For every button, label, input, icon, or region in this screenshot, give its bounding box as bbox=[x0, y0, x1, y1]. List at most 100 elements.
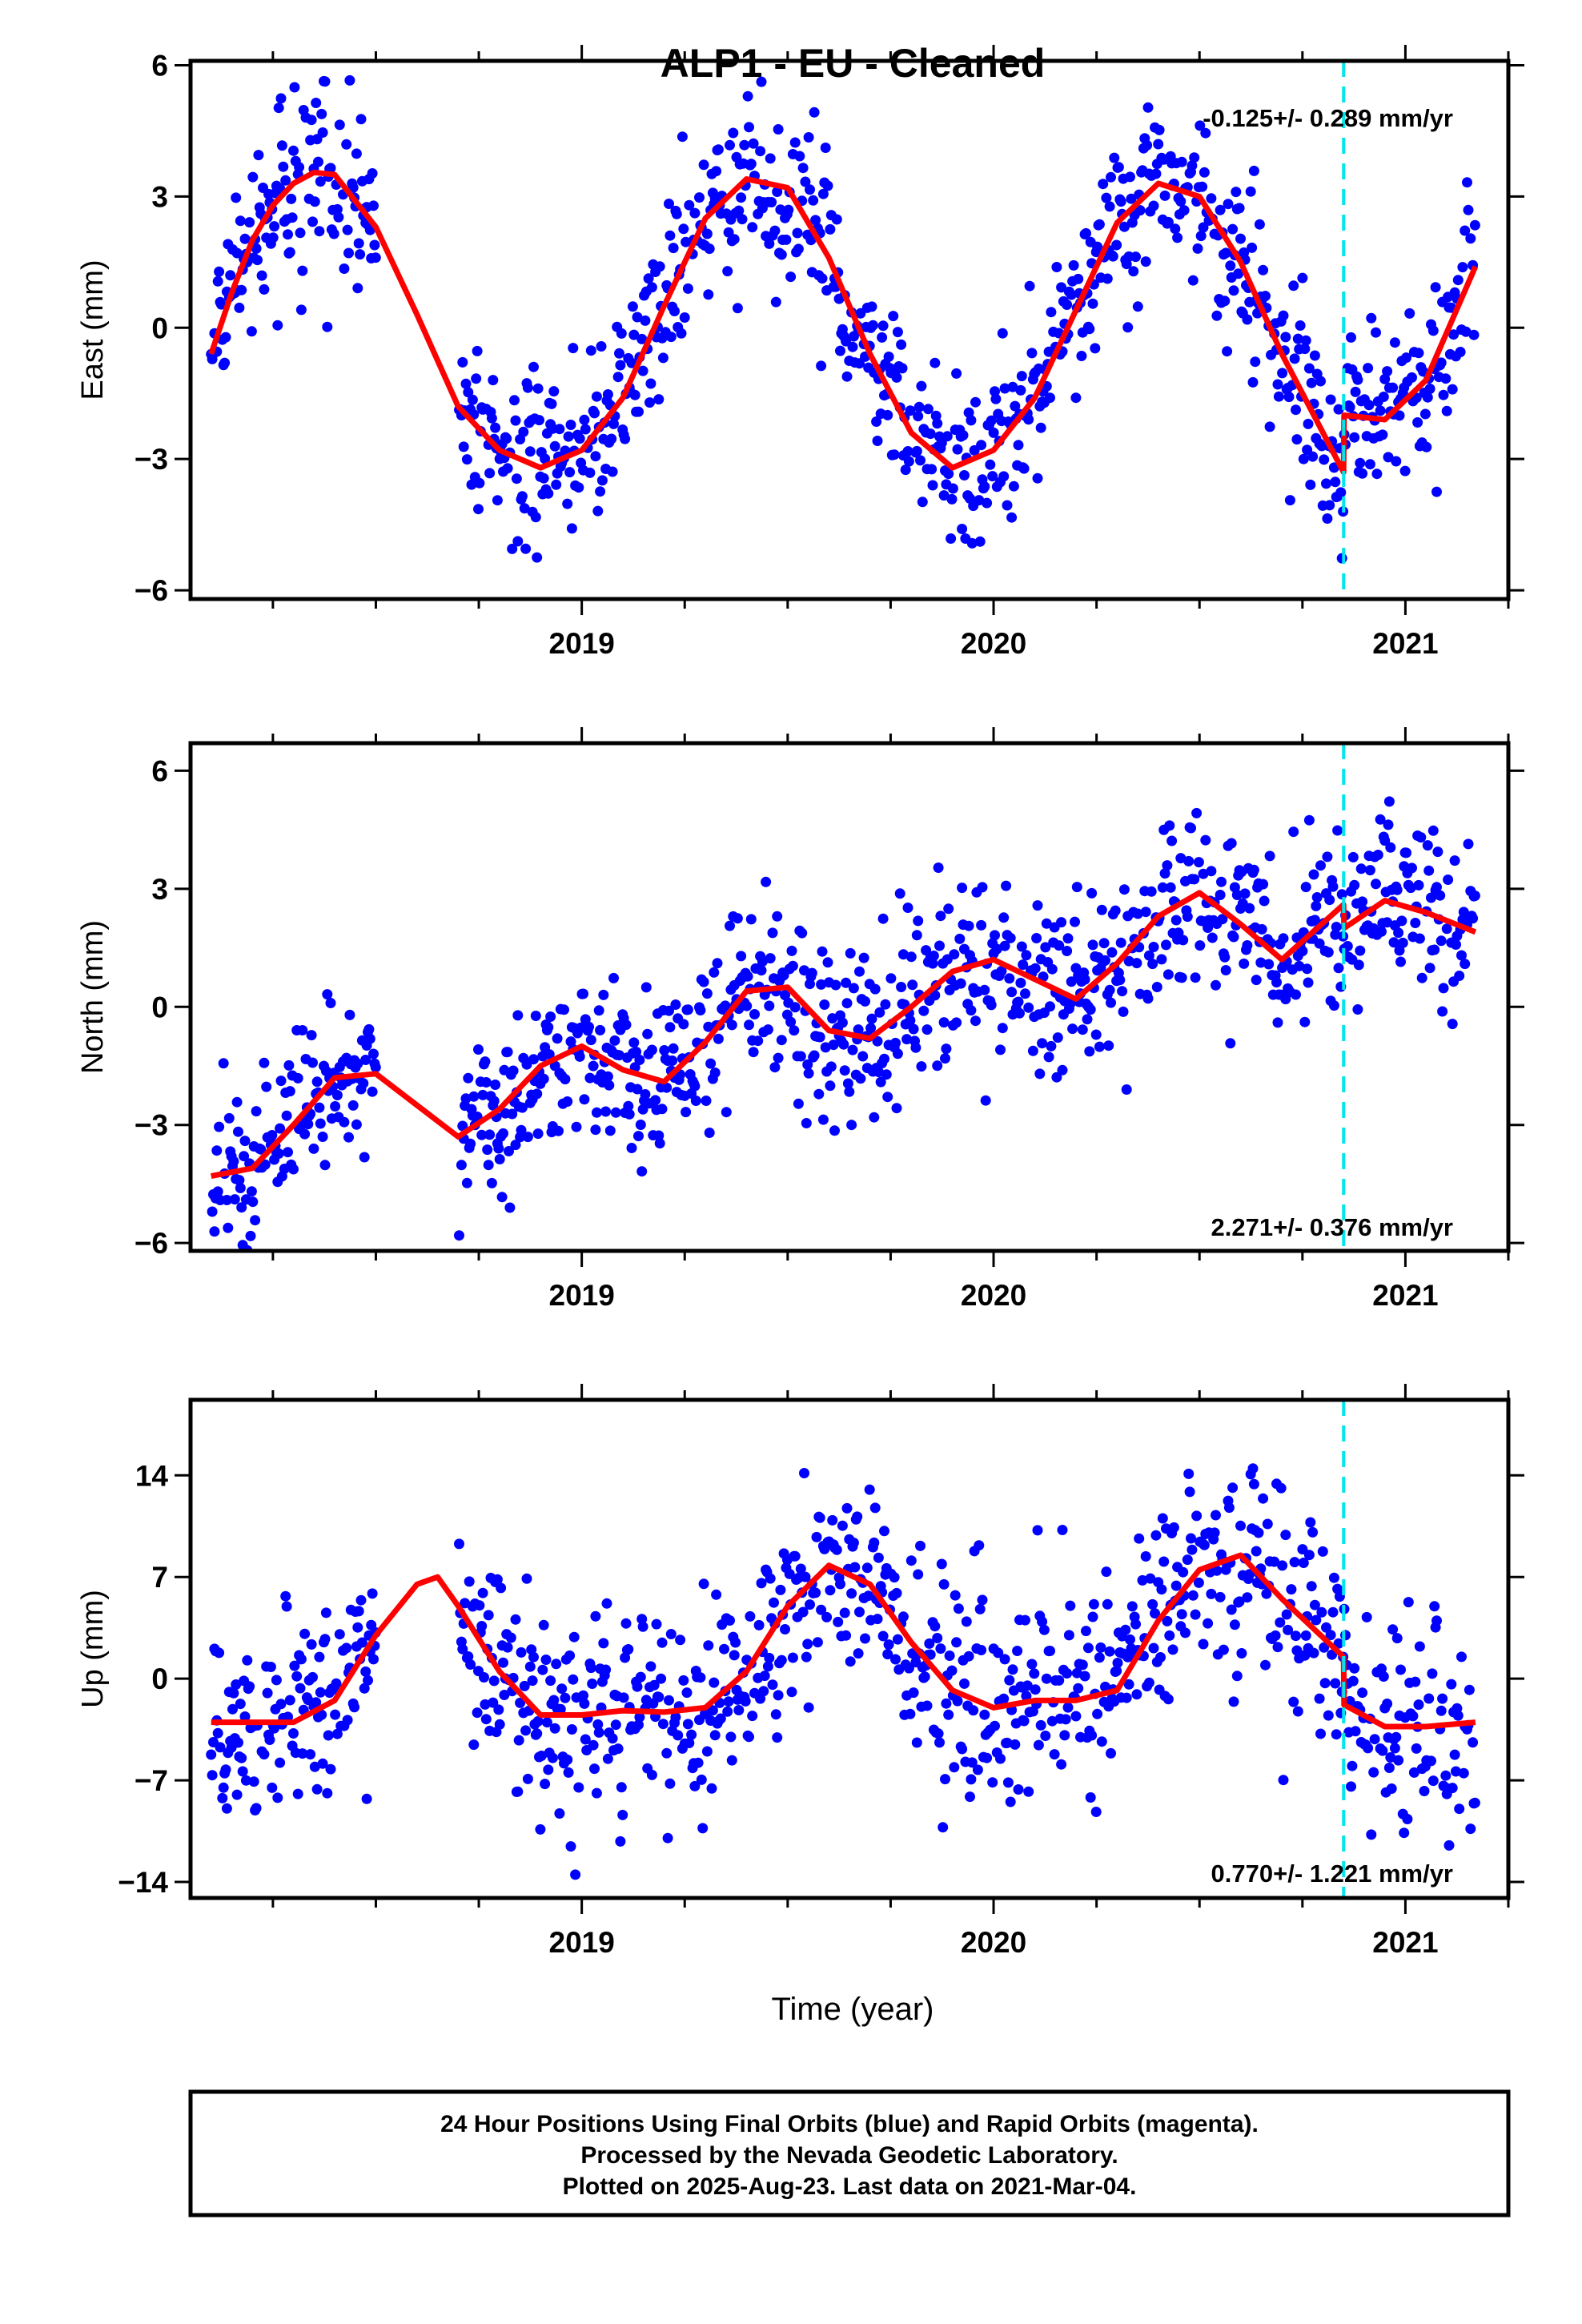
east-data-point bbox=[1070, 392, 1082, 404]
up-data-point bbox=[869, 1502, 881, 1514]
north-data-point bbox=[901, 1034, 913, 1045]
east-data-point bbox=[1355, 457, 1366, 468]
east-data-point bbox=[1303, 418, 1314, 429]
up-data-point bbox=[725, 1615, 735, 1626]
up-data-point bbox=[1191, 1510, 1203, 1522]
north-data-point bbox=[1052, 1032, 1063, 1043]
north-data-point bbox=[874, 1007, 885, 1018]
north-data-point bbox=[745, 914, 757, 925]
north-data-point bbox=[701, 1096, 712, 1106]
up-data-point bbox=[745, 1610, 756, 1622]
east-data-point bbox=[643, 273, 654, 284]
up-data-point bbox=[1070, 1711, 1082, 1722]
up-data-point bbox=[1347, 1760, 1358, 1771]
east-data-point bbox=[294, 162, 305, 173]
north-data-point bbox=[1352, 1004, 1363, 1015]
up-data-point bbox=[959, 1678, 970, 1689]
north-data-point bbox=[1251, 975, 1262, 986]
up-data-point bbox=[1092, 1708, 1103, 1719]
east-data-point bbox=[595, 486, 606, 497]
east-data-point bbox=[805, 235, 817, 246]
up-data-point bbox=[1029, 1668, 1040, 1679]
east-data-point bbox=[461, 454, 472, 465]
north-data-point bbox=[789, 1002, 801, 1013]
north-data-point bbox=[610, 1107, 621, 1118]
north-data-point bbox=[538, 1073, 549, 1084]
up-data-point bbox=[835, 1578, 845, 1590]
east-data-point bbox=[733, 205, 745, 216]
east-data-point bbox=[288, 145, 299, 156]
east-data-point bbox=[1016, 371, 1027, 382]
north-data-point bbox=[1415, 832, 1427, 843]
north-data-point bbox=[1066, 976, 1077, 987]
east-y-tick-label: 3 bbox=[151, 180, 168, 213]
north-data-point bbox=[275, 1076, 287, 1087]
up-data-point bbox=[821, 1611, 833, 1622]
north-data-point bbox=[1143, 950, 1154, 961]
north-data-point bbox=[493, 1143, 504, 1154]
east-data-point bbox=[341, 139, 352, 150]
north-data-point bbox=[1020, 988, 1030, 999]
east-data-point bbox=[1333, 404, 1344, 415]
north-data-point bbox=[1077, 1024, 1088, 1035]
east-data-point bbox=[872, 436, 883, 446]
up-data-point bbox=[251, 1803, 262, 1814]
up-data-point bbox=[1150, 1530, 1162, 1541]
east-data-point bbox=[1162, 216, 1174, 227]
up-data-point bbox=[919, 1671, 930, 1683]
east-data-point bbox=[273, 103, 284, 114]
up-data-point bbox=[1423, 1693, 1435, 1704]
up-data-point bbox=[560, 1692, 571, 1703]
up-data-point bbox=[697, 1823, 709, 1834]
north-data-point bbox=[1255, 957, 1267, 968]
north-data-point bbox=[623, 1100, 634, 1112]
up-data-point bbox=[872, 1614, 883, 1625]
up-data-point bbox=[1178, 1566, 1189, 1578]
up-data-point bbox=[883, 1639, 894, 1651]
up-data-point bbox=[1148, 1642, 1159, 1654]
east-data-point bbox=[1002, 500, 1013, 511]
east-data-point bbox=[1299, 344, 1311, 355]
up-data-point bbox=[585, 1663, 596, 1674]
east-data-point bbox=[669, 306, 680, 316]
north-data-point bbox=[1308, 869, 1319, 880]
north-y-tick-label: 6 bbox=[151, 754, 168, 787]
up-data-point bbox=[233, 1737, 243, 1748]
up-data-point bbox=[480, 1714, 492, 1725]
up-data-point bbox=[664, 1695, 674, 1706]
up-data-point bbox=[987, 1777, 998, 1788]
up-data-point bbox=[998, 1693, 1010, 1704]
east-data-point bbox=[1430, 282, 1441, 293]
up-data-point bbox=[1206, 1588, 1217, 1599]
north-data-point bbox=[1375, 814, 1386, 825]
up-data-point bbox=[317, 1758, 328, 1769]
up-data-point bbox=[532, 1728, 543, 1739]
up-data-point bbox=[512, 1786, 524, 1797]
east-data-point bbox=[1199, 167, 1210, 178]
east-x-ticks: 2019 2020 2021 bbox=[271, 45, 1510, 660]
east-data-point bbox=[769, 225, 781, 236]
east-data-point bbox=[1455, 347, 1466, 357]
north-data-point bbox=[1364, 865, 1375, 876]
up-data-point bbox=[320, 1607, 331, 1618]
up-data-point bbox=[1063, 1630, 1074, 1641]
up-data-point bbox=[295, 1683, 306, 1694]
up-data-point bbox=[1347, 1675, 1359, 1687]
up-data-point bbox=[565, 1841, 576, 1852]
north-data-point bbox=[949, 949, 960, 960]
east-data-point bbox=[369, 239, 380, 251]
east-data-point bbox=[1422, 392, 1433, 403]
east-data-point bbox=[911, 445, 922, 456]
north-data-point bbox=[235, 1183, 246, 1193]
north-data-point bbox=[928, 951, 939, 961]
north-data-point bbox=[857, 1051, 869, 1062]
east-data-point bbox=[510, 415, 521, 426]
north-data-point bbox=[709, 1068, 721, 1078]
north-data-point bbox=[477, 1089, 488, 1100]
up-data-point bbox=[291, 1671, 303, 1682]
up-data-point bbox=[592, 1719, 604, 1730]
east-data-point bbox=[297, 265, 308, 276]
east-data-point bbox=[1371, 327, 1381, 338]
east-data-point bbox=[351, 148, 362, 159]
up-data-point bbox=[701, 1746, 713, 1757]
